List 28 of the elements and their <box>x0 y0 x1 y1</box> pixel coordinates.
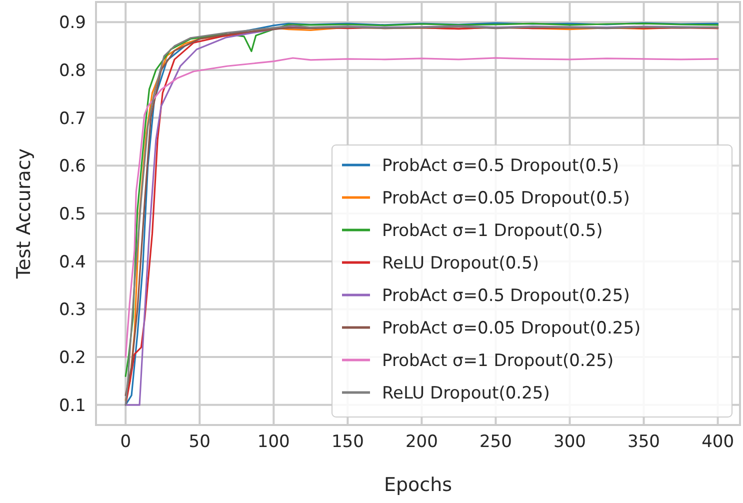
x-tick-label: 300 <box>554 432 586 452</box>
x-tick-label: 100 <box>257 432 290 452</box>
x-tick-label: 250 <box>480 432 512 452</box>
legend-label: ProbAct σ=0.05 Dropout(0.25) <box>382 318 641 338</box>
y-tick-label: 0.7 <box>58 108 86 129</box>
legend-label: ProbAct σ=0.05 Dropout(0.5) <box>382 188 630 208</box>
x-axis-title: Epochs <box>384 474 452 496</box>
y-tick-label: 0.4 <box>58 252 86 272</box>
x-tick-label: 0 <box>120 432 132 452</box>
x-tick-label: 50 <box>188 432 210 452</box>
x-tick-label: 350 <box>628 432 660 452</box>
legend-label: ReLU Dropout(0.25) <box>382 384 550 404</box>
x-tick-label: 200 <box>405 432 438 452</box>
x-tick-label: 400 <box>702 432 734 452</box>
y-tick-label: 0.6 <box>58 156 86 177</box>
legend-label: ProbAct σ=1 Dropout(0.25) <box>382 351 614 371</box>
x-tick-label: 150 <box>331 432 364 452</box>
legend-label: ProbAct σ=0.5 Dropout(0.25) <box>382 286 630 306</box>
y-tick-label: 0.1 <box>58 396 86 416</box>
y-axis-title: Test Accuracy <box>13 148 35 280</box>
y-tick-label: 0.8 <box>58 60 86 81</box>
y-tick-label: 0.3 <box>58 300 86 320</box>
y-tick-label: 0.2 <box>58 348 86 368</box>
y-tick-label: 0.5 <box>58 204 86 224</box>
legend-label: ProbAct σ=1 Dropout(0.5) <box>382 221 603 241</box>
y-tick-label: 0.9 <box>58 13 86 34</box>
legend-label: ProbAct σ=0.5 Dropout(0.5) <box>382 156 620 176</box>
legend-label: ReLU Dropout(0.5) <box>382 254 540 274</box>
